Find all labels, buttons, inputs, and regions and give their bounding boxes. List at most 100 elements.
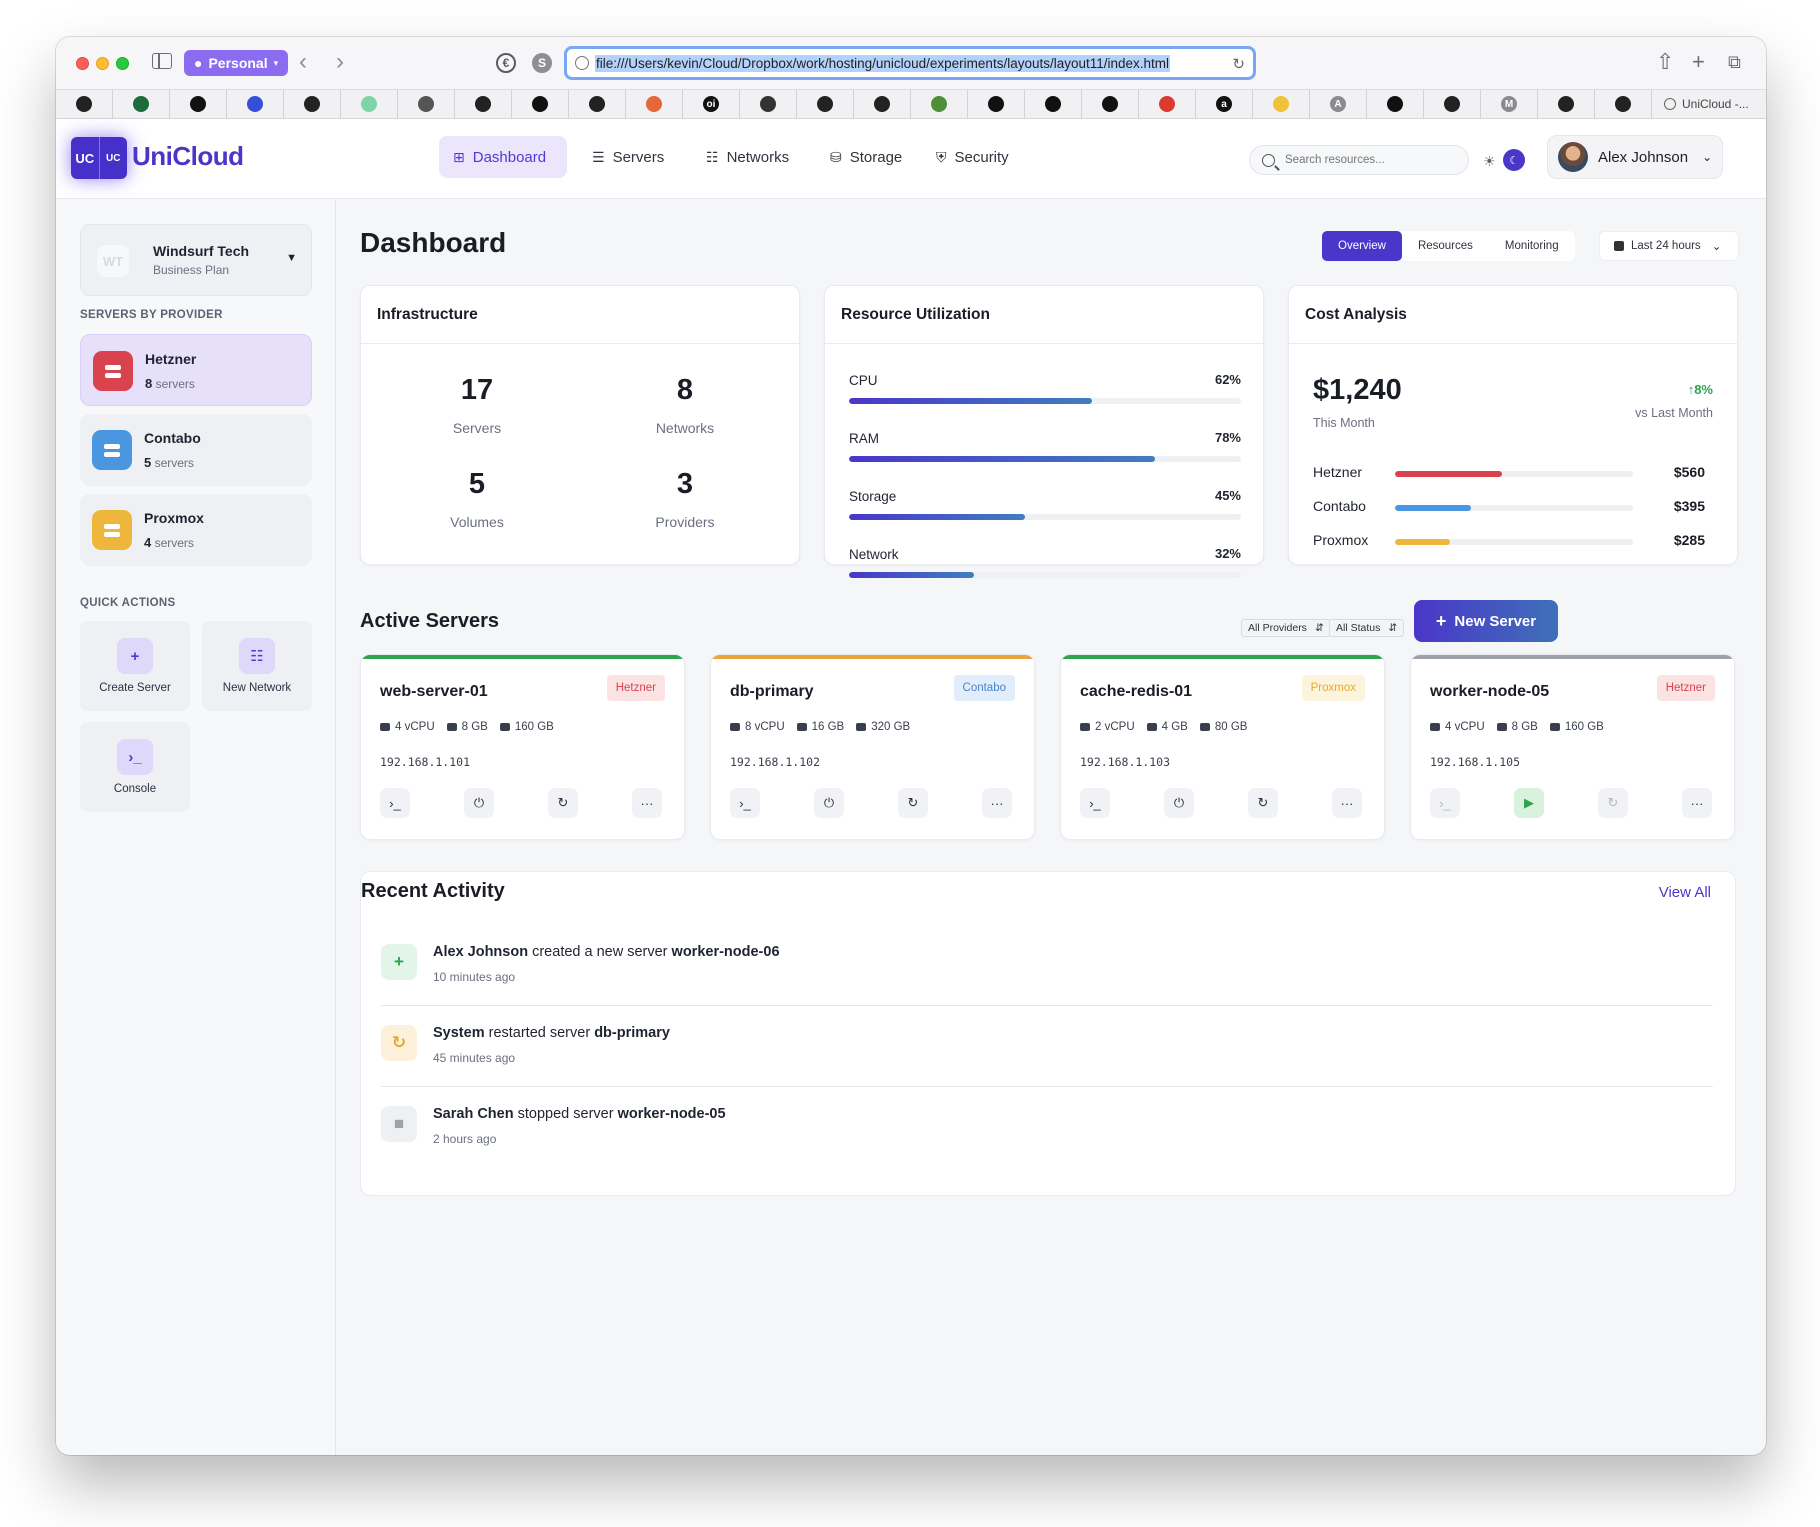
server-card[interactable]: cache-redis-01 Proxmox 2 vCPU 4 GB 80 GB 192.… [1060, 654, 1385, 840]
bookmark-tools-icon[interactable] [398, 90, 455, 118]
restart-icon[interactable]: ↻ [898, 788, 928, 818]
nav-storage[interactable]: ⛁ Storage [816, 136, 916, 178]
back-arrow-icon[interactable]: ‹ [299, 48, 307, 75]
cost-track [1395, 471, 1633, 477]
bookmark-figma-icon[interactable] [626, 90, 683, 118]
bookmark-github-icon[interactable] [797, 90, 854, 118]
search-box[interactable] [1249, 145, 1469, 175]
page-title: Dashboard [360, 227, 507, 258]
bookmark-planet-icon[interactable] [911, 90, 968, 118]
provider-contabo[interactable]: Contabo 5 servers [80, 414, 312, 486]
provider-count: 4 servers [144, 535, 194, 550]
disk-spec: 160 GB [1549, 721, 1604, 733]
bookmark-star-icon[interactable] [968, 90, 1025, 118]
profile-button[interactable]: ● Personal ▾ [184, 50, 289, 76]
time-range-select[interactable]: Last 24 hours ⌄ [1599, 231, 1739, 261]
console-button[interactable]: ›_ Console [80, 722, 190, 812]
bookmark-amazon-icon[interactable]: a [1196, 90, 1253, 118]
more-icon[interactable]: ··· [982, 788, 1012, 818]
bookmark-emoji-icon[interactable] [1253, 90, 1310, 118]
bookmark-notion-icon[interactable] [170, 90, 227, 118]
new-tab-icon[interactable]: + [1692, 49, 1705, 74]
minimize-window-button[interactable] [96, 57, 109, 70]
tab-monitoring[interactable]: Monitoring [1504, 240, 1559, 252]
server-card[interactable]: worker-node-05 Hetzner 4 vCPU 8 GB 160 GB 192… [1410, 654, 1735, 840]
terminal-icon[interactable]: ›_ [380, 788, 410, 818]
bookmark-github-icon[interactable] [569, 90, 626, 118]
nav-dashboard[interactable]: ⊞ Dashboard [439, 136, 567, 178]
nav-servers[interactable]: ☰ Servers [578, 136, 678, 178]
play-icon[interactable]: ▶ [1514, 788, 1544, 818]
tab-unicloud[interactable]: UniCloud -... [1652, 90, 1766, 118]
server-card[interactable]: db-primary Contabo 8 vCPU 16 GB 320 GB 192.16… [710, 654, 1035, 840]
terminal-icon[interactable]: ›_ [1080, 788, 1110, 818]
bookmark-jira-icon[interactable] [227, 90, 284, 118]
bookmark-github-icon[interactable] [284, 90, 341, 118]
terminal-icon[interactable]: ›_ [730, 788, 760, 818]
tools-icon [418, 96, 434, 112]
address-bar[interactable]: file:///Users/kevin/Cloud/Dropbox/work/h… [564, 46, 1256, 80]
nav-networks[interactable]: ☷ Networks [692, 136, 803, 178]
bookmark-bars-icon[interactable] [1139, 90, 1196, 118]
extension-icon[interactable]: € [496, 53, 516, 73]
new-network-button[interactable]: ☷ New Network [202, 621, 312, 711]
restart-icon[interactable]: ↻ [1598, 788, 1628, 818]
sun-icon[interactable]: ☀ [1483, 153, 1496, 169]
search-input[interactable] [1285, 154, 1455, 166]
sidebar-toggle-icon[interactable] [152, 53, 172, 69]
new-server-button[interactable]: + New Server [1414, 600, 1558, 642]
bookmark-leaf-icon[interactable] [341, 90, 398, 118]
more-icon[interactable]: ··· [1332, 788, 1362, 818]
select-arrows-icon: ⇵ [1388, 622, 1398, 634]
power-icon[interactable]: ⏻ [464, 788, 494, 818]
bookmark-github-icon[interactable] [1595, 90, 1652, 118]
close-window-button[interactable] [76, 57, 89, 70]
view-all-link[interactable]: View All [1658, 884, 1711, 901]
server-card[interactable]: web-server-01 Hetzner 4 vCPU 8 GB 160 GB 192.… [360, 654, 685, 840]
bookmark-star-icon[interactable] [1082, 90, 1139, 118]
power-icon[interactable]: ⏻ [814, 788, 844, 818]
bookmark-activity-icon[interactable] [113, 90, 170, 118]
power-icon[interactable]: ⏻ [1164, 788, 1194, 818]
utilization-track [849, 572, 1241, 578]
tab-overview-icon[interactable]: ⧉ [1728, 52, 1741, 72]
recent-activity-title: Recent Activity [361, 880, 505, 902]
share-icon[interactable]: ⇧ [1656, 49, 1675, 74]
page-info-icon[interactable] [575, 56, 589, 70]
bookmark-M-icon[interactable]: M [1481, 90, 1538, 118]
terminal-icon[interactable]: ›_ [1430, 788, 1460, 818]
bookmark-bear-icon[interactable] [1367, 90, 1424, 118]
tab-overview[interactable]: Overview [1322, 231, 1402, 261]
provider-proxmox[interactable]: Proxmox 4 servers [80, 494, 312, 566]
forward-arrow-icon[interactable]: › [336, 48, 344, 75]
status-strip [1061, 655, 1384, 659]
bookmark-A-icon[interactable]: A [1310, 90, 1367, 118]
bookmark-box-icon[interactable] [512, 90, 569, 118]
logo-text[interactable]: UniCloud [132, 141, 244, 171]
create-server-button[interactable]: + Create Server [80, 621, 190, 711]
nav-security[interactable]: ⛨ Security [922, 136, 1023, 178]
bookmark-linux-icon[interactable] [740, 90, 797, 118]
bookmark-oi-icon[interactable]: oi [683, 90, 740, 118]
bookmark-github-icon[interactable] [56, 90, 113, 118]
status-filter[interactable]: All Status ⇵ [1329, 619, 1405, 637]
restart-icon[interactable]: ↻ [548, 788, 578, 818]
star-icon [1045, 96, 1061, 112]
moon-icon[interactable]: ☾ [1503, 149, 1525, 171]
provider-filter[interactable]: All Providers ⇵ [1241, 619, 1331, 637]
restart-icon[interactable]: ↻ [1248, 788, 1278, 818]
bookmark-github-icon[interactable] [854, 90, 911, 118]
organization-switcher[interactable]: WT Windsurf Tech Business Plan ▼ [80, 224, 312, 296]
more-icon[interactable]: ··· [1682, 788, 1712, 818]
extension-s-icon[interactable]: S [532, 53, 552, 73]
reload-icon[interactable]: ↻ [1232, 56, 1245, 73]
tab-resources[interactable]: Resources [1417, 240, 1473, 252]
zoom-window-button[interactable] [116, 57, 129, 70]
bookmark-star-icon[interactable] [1025, 90, 1082, 118]
bookmark-github-icon[interactable] [1538, 90, 1595, 118]
more-icon[interactable]: ··· [632, 788, 662, 818]
provider-hetzner[interactable]: Hetzner 8 servers [80, 334, 312, 406]
bookmark-github-icon[interactable] [1424, 90, 1481, 118]
user-menu-button[interactable]: Alex Johnson ⌄ [1547, 135, 1723, 179]
bookmark-github-icon[interactable] [455, 90, 512, 118]
